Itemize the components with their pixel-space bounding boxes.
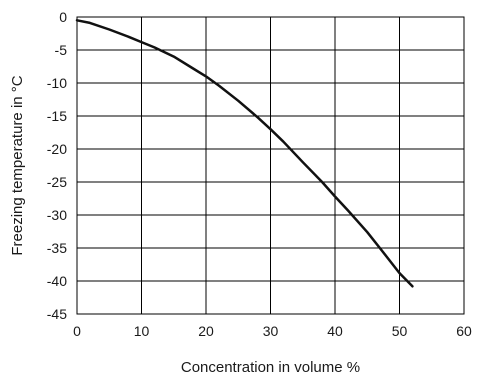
y-axis-label: Freezing temperature in °C: [9, 75, 26, 255]
x-tick-label: 50: [392, 323, 408, 339]
x-axis-label: Concentration in volume %: [181, 359, 360, 376]
y-tick-label: -15: [47, 108, 67, 124]
grid: [76, 16, 465, 315]
x-tick-label: 10: [134, 323, 150, 339]
y-tick-label: -25: [47, 174, 67, 190]
x-tick-label: 40: [327, 323, 343, 339]
y-tick-label: -40: [47, 273, 67, 289]
y-tick-label: -45: [47, 306, 67, 322]
y-tick-label: -5: [55, 42, 68, 58]
series-line: [75, 19, 414, 288]
x-tick-label: 30: [263, 323, 279, 339]
x-tick-label: 20: [198, 323, 214, 339]
y-tick-label: -10: [47, 75, 67, 91]
y-tick-label: -35: [47, 240, 67, 256]
x-tick-label: 0: [73, 323, 81, 339]
y-tick-labels: 0 -5 -10 -15 -20 -25 -30 -35 -40 -45: [47, 9, 67, 322]
y-tick-label: 0: [59, 9, 67, 25]
x-tick-label: 60: [456, 323, 472, 339]
y-tick-label: -30: [47, 207, 67, 223]
y-tick-label: -20: [47, 141, 67, 157]
x-tick-labels: 0 10 20 30 40 50 60: [73, 323, 472, 339]
